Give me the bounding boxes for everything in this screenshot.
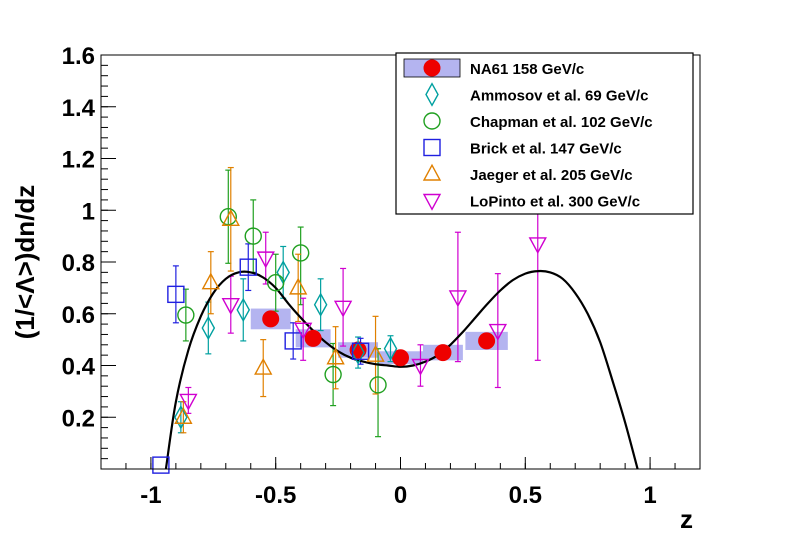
data-point <box>326 347 345 365</box>
data-point <box>478 332 496 350</box>
y-axis-label: (1/<Λ>)dn/dz <box>10 185 40 340</box>
data-point <box>174 405 188 430</box>
data-point <box>221 209 240 227</box>
x-tick-label: -1 <box>140 482 161 509</box>
data-point <box>236 297 251 323</box>
legend-box <box>395 52 694 215</box>
x-axis-label: z <box>680 504 693 534</box>
data-point <box>167 285 185 304</box>
data-point <box>324 365 342 384</box>
data-markers <box>152 208 547 474</box>
data-point <box>392 349 409 367</box>
data-point <box>177 306 195 324</box>
data-point <box>267 274 285 292</box>
x-tick-label: -0.5 <box>255 482 296 509</box>
legend-marker <box>423 138 441 157</box>
legend-marker <box>425 82 439 107</box>
y-tick-label: 0.6 <box>62 302 95 329</box>
legend-marker <box>423 112 441 130</box>
y-tick-label: 1.6 <box>62 43 95 70</box>
legend-label: Jaeger et al. 205 GeV/c <box>470 167 633 184</box>
data-point <box>383 336 398 361</box>
data-point <box>351 340 365 365</box>
data-point <box>244 227 262 245</box>
data-point <box>448 290 468 308</box>
data-point <box>434 344 452 362</box>
data-point <box>256 251 275 269</box>
data-point <box>284 332 302 350</box>
legend-marker <box>422 163 442 181</box>
x-tick-label: 0 <box>394 482 407 509</box>
y-tick-label: 0.8 <box>62 250 95 277</box>
legend-label: NA61 158 GeV/c <box>470 61 584 78</box>
y-tick-label: 1.2 <box>62 147 95 174</box>
data-point <box>333 300 353 318</box>
legend-label: Ammosov et al. 69 GeV/c <box>470 88 648 105</box>
y-tick-label: 0.4 <box>62 354 96 381</box>
x-tick-label: 0.5 <box>509 482 542 509</box>
data-point <box>369 376 387 394</box>
legend-marker <box>423 59 441 77</box>
data-point <box>291 244 310 262</box>
na61-systematic-bands <box>250 308 508 365</box>
data-point <box>366 344 385 362</box>
legend-label: Chapman et al. 102 GeV/c <box>470 114 653 131</box>
data-point <box>221 297 240 315</box>
data-point <box>179 393 198 411</box>
data-point <box>293 322 313 340</box>
data-point <box>262 310 280 328</box>
data-point <box>411 358 430 376</box>
y-tick-label: 1.4 <box>62 95 96 122</box>
data-point <box>201 272 220 290</box>
x-tick-label: 1 <box>643 482 656 509</box>
data-point <box>351 342 370 360</box>
axes: -1 -0.5 0 0.5 1 0.2 0.4 0.6 0.8 1 1.2 1.4 1.6 <box>62 43 701 509</box>
data-point <box>313 292 328 317</box>
legend: NA61 158 GeV/c Ammosov et al. 69 GeV/c Cha… <box>395 52 694 215</box>
error-bars <box>172 163 541 438</box>
data-point <box>152 456 170 474</box>
data-point <box>239 258 257 276</box>
fit-curve <box>164 269 639 470</box>
data-point <box>254 357 273 375</box>
data-point <box>174 406 193 424</box>
data-point <box>304 329 322 347</box>
legend-marker <box>422 193 442 211</box>
data-point <box>201 315 216 341</box>
legend-label: LoPinto et al. 300 GeV/c <box>470 194 640 211</box>
data-point <box>528 237 547 255</box>
legend-label: Brick et al. 147 GeV/c <box>470 141 622 158</box>
y-tick-label: 0.2 <box>62 405 95 432</box>
y-tick-label: 1 <box>82 198 95 225</box>
data-point <box>488 323 508 341</box>
data-point <box>288 277 308 295</box>
